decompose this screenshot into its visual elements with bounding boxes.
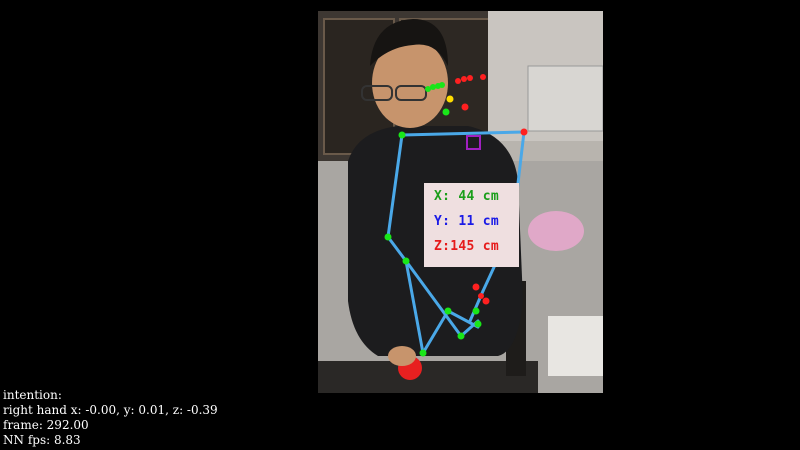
coordinate-panel: X: 44 cm Y: 11 cm Z:145 cm <box>424 183 519 267</box>
person-glasses-left <box>361 85 393 101</box>
skeleton-lines <box>386 130 526 355</box>
person-glasses-right <box>395 85 427 101</box>
person-hand <box>388 346 416 366</box>
dark-table <box>318 361 538 393</box>
frame-readout: frame: 292.00 <box>3 418 89 432</box>
fps-readout: NN fps: 8.83 <box>3 433 81 447</box>
x-coordinate: X: 44 cm <box>434 189 500 204</box>
right-hand-readout: right hand x: -0.00, y: 0.01, z: -0.39 <box>3 403 218 417</box>
target-marker <box>466 135 481 150</box>
stats-panel: intention: right hand x: -0.00, y: 0.01,… <box>3 388 218 448</box>
face-keypoints <box>425 74 486 92</box>
person-hair <box>370 19 448 66</box>
joint-markers <box>384 95 528 357</box>
intention-label: intention: <box>3 388 62 402</box>
z-coordinate: Z:145 cm <box>434 239 500 254</box>
pink-stool <box>528 211 584 251</box>
white-table <box>548 316 603 376</box>
camera-view: X: 44 cm Y: 11 cm Z:145 cm <box>318 11 603 393</box>
printer-device <box>527 65 603 132</box>
person-face <box>372 38 448 128</box>
y-coordinate: Y: 11 cm <box>434 214 500 229</box>
